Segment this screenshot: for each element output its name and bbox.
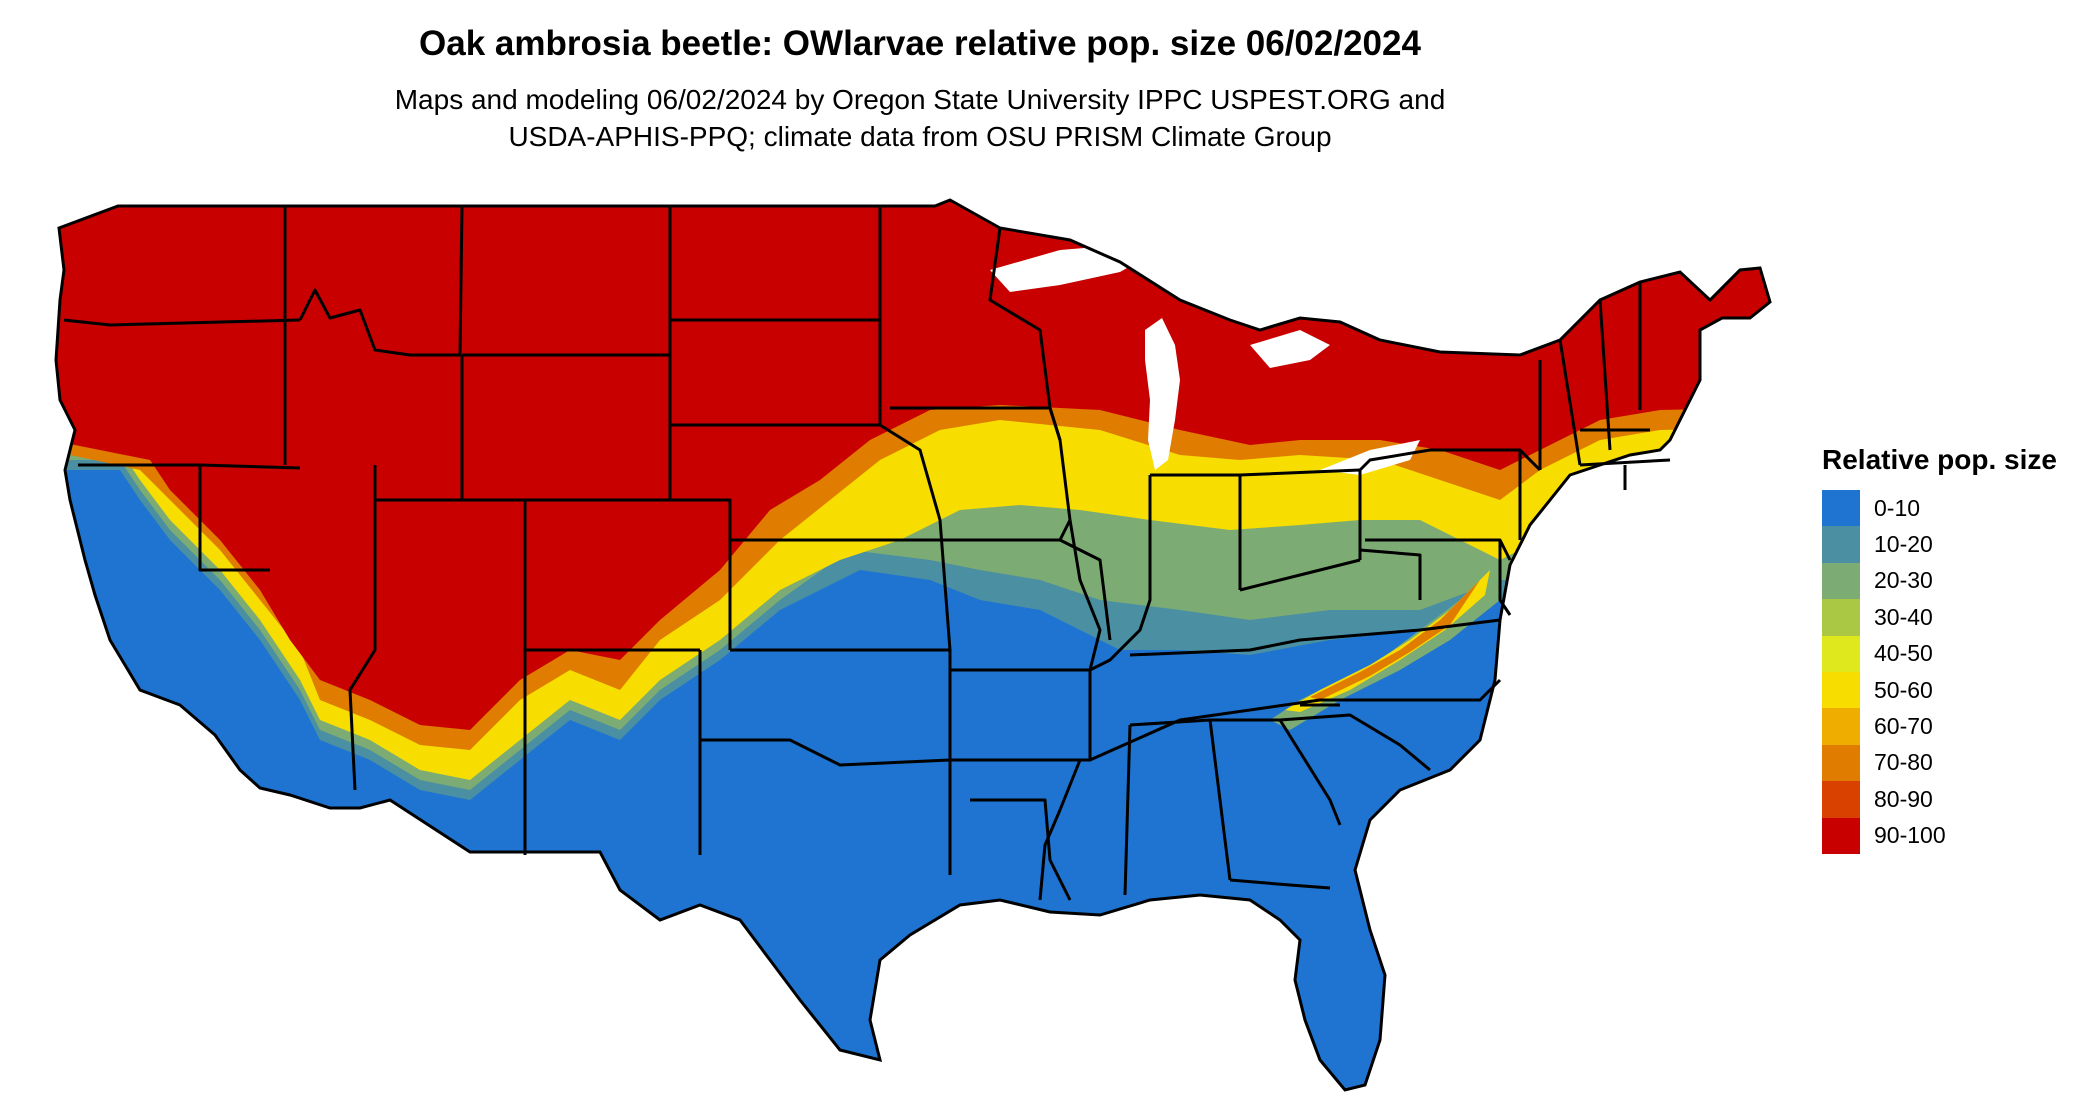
legend-label: 10-20 — [1874, 531, 1933, 558]
legend-item: 10-20 — [1822, 526, 2057, 563]
legend-label: 50-60 — [1874, 676, 1933, 703]
map-subtitle-line-2: USDA-APHIS-PPQ; climate data from OSU PR… — [508, 121, 1332, 152]
legend-label: 40-50 — [1874, 640, 1933, 667]
legend-swatch — [1822, 744, 1860, 782]
legend-label: 60-70 — [1874, 713, 1933, 740]
legend-swatch — [1822, 817, 1860, 854]
legend-items: 0-10 10-20 20-30 30-40 40-50 50-60 60-70 70-80 8… — [1822, 490, 2057, 854]
legend-item: 90-100 — [1822, 817, 2057, 854]
legend-label: 90-100 — [1874, 822, 1946, 849]
legend-item: 30-40 — [1822, 599, 2057, 636]
legend-title: Relative pop. size — [1822, 444, 2057, 475]
legend-item: 70-80 — [1822, 744, 2057, 782]
legend-swatch — [1822, 635, 1860, 672]
legend-label: 70-80 — [1874, 749, 1933, 776]
legend-label: 80-90 — [1874, 785, 1933, 812]
legend-label: 0-10 — [1874, 494, 1921, 521]
map-subtitle-line-1: Maps and modeling 06/02/2024 by Oregon S… — [394, 84, 1446, 115]
map-title: Oak ambrosia beetle: OWlarvae relative p… — [419, 24, 1421, 63]
legend-item: 60-70 — [1822, 708, 2057, 745]
legend: Relative pop. size 0-10 10-20 20-30 30-40 40… — [1822, 444, 2057, 854]
legend-swatch — [1822, 526, 1860, 563]
legend-label: 30-40 — [1874, 603, 1933, 630]
legend-swatch — [1822, 708, 1860, 745]
legend-item: 0-10 — [1822, 490, 2057, 527]
legend-item: 50-60 — [1822, 671, 2057, 709]
legend-label: 20-30 — [1874, 567, 1933, 594]
legend-swatch — [1822, 781, 1860, 818]
legend-swatch — [1822, 671, 1860, 709]
legend-item: 80-90 — [1822, 781, 2057, 818]
legend-item: 40-50 — [1822, 635, 2057, 672]
legend-swatch — [1822, 562, 1860, 600]
legend-swatch — [1822, 490, 1860, 527]
legend-item: 20-30 — [1822, 562, 2057, 600]
legend-swatch — [1822, 599, 1860, 636]
